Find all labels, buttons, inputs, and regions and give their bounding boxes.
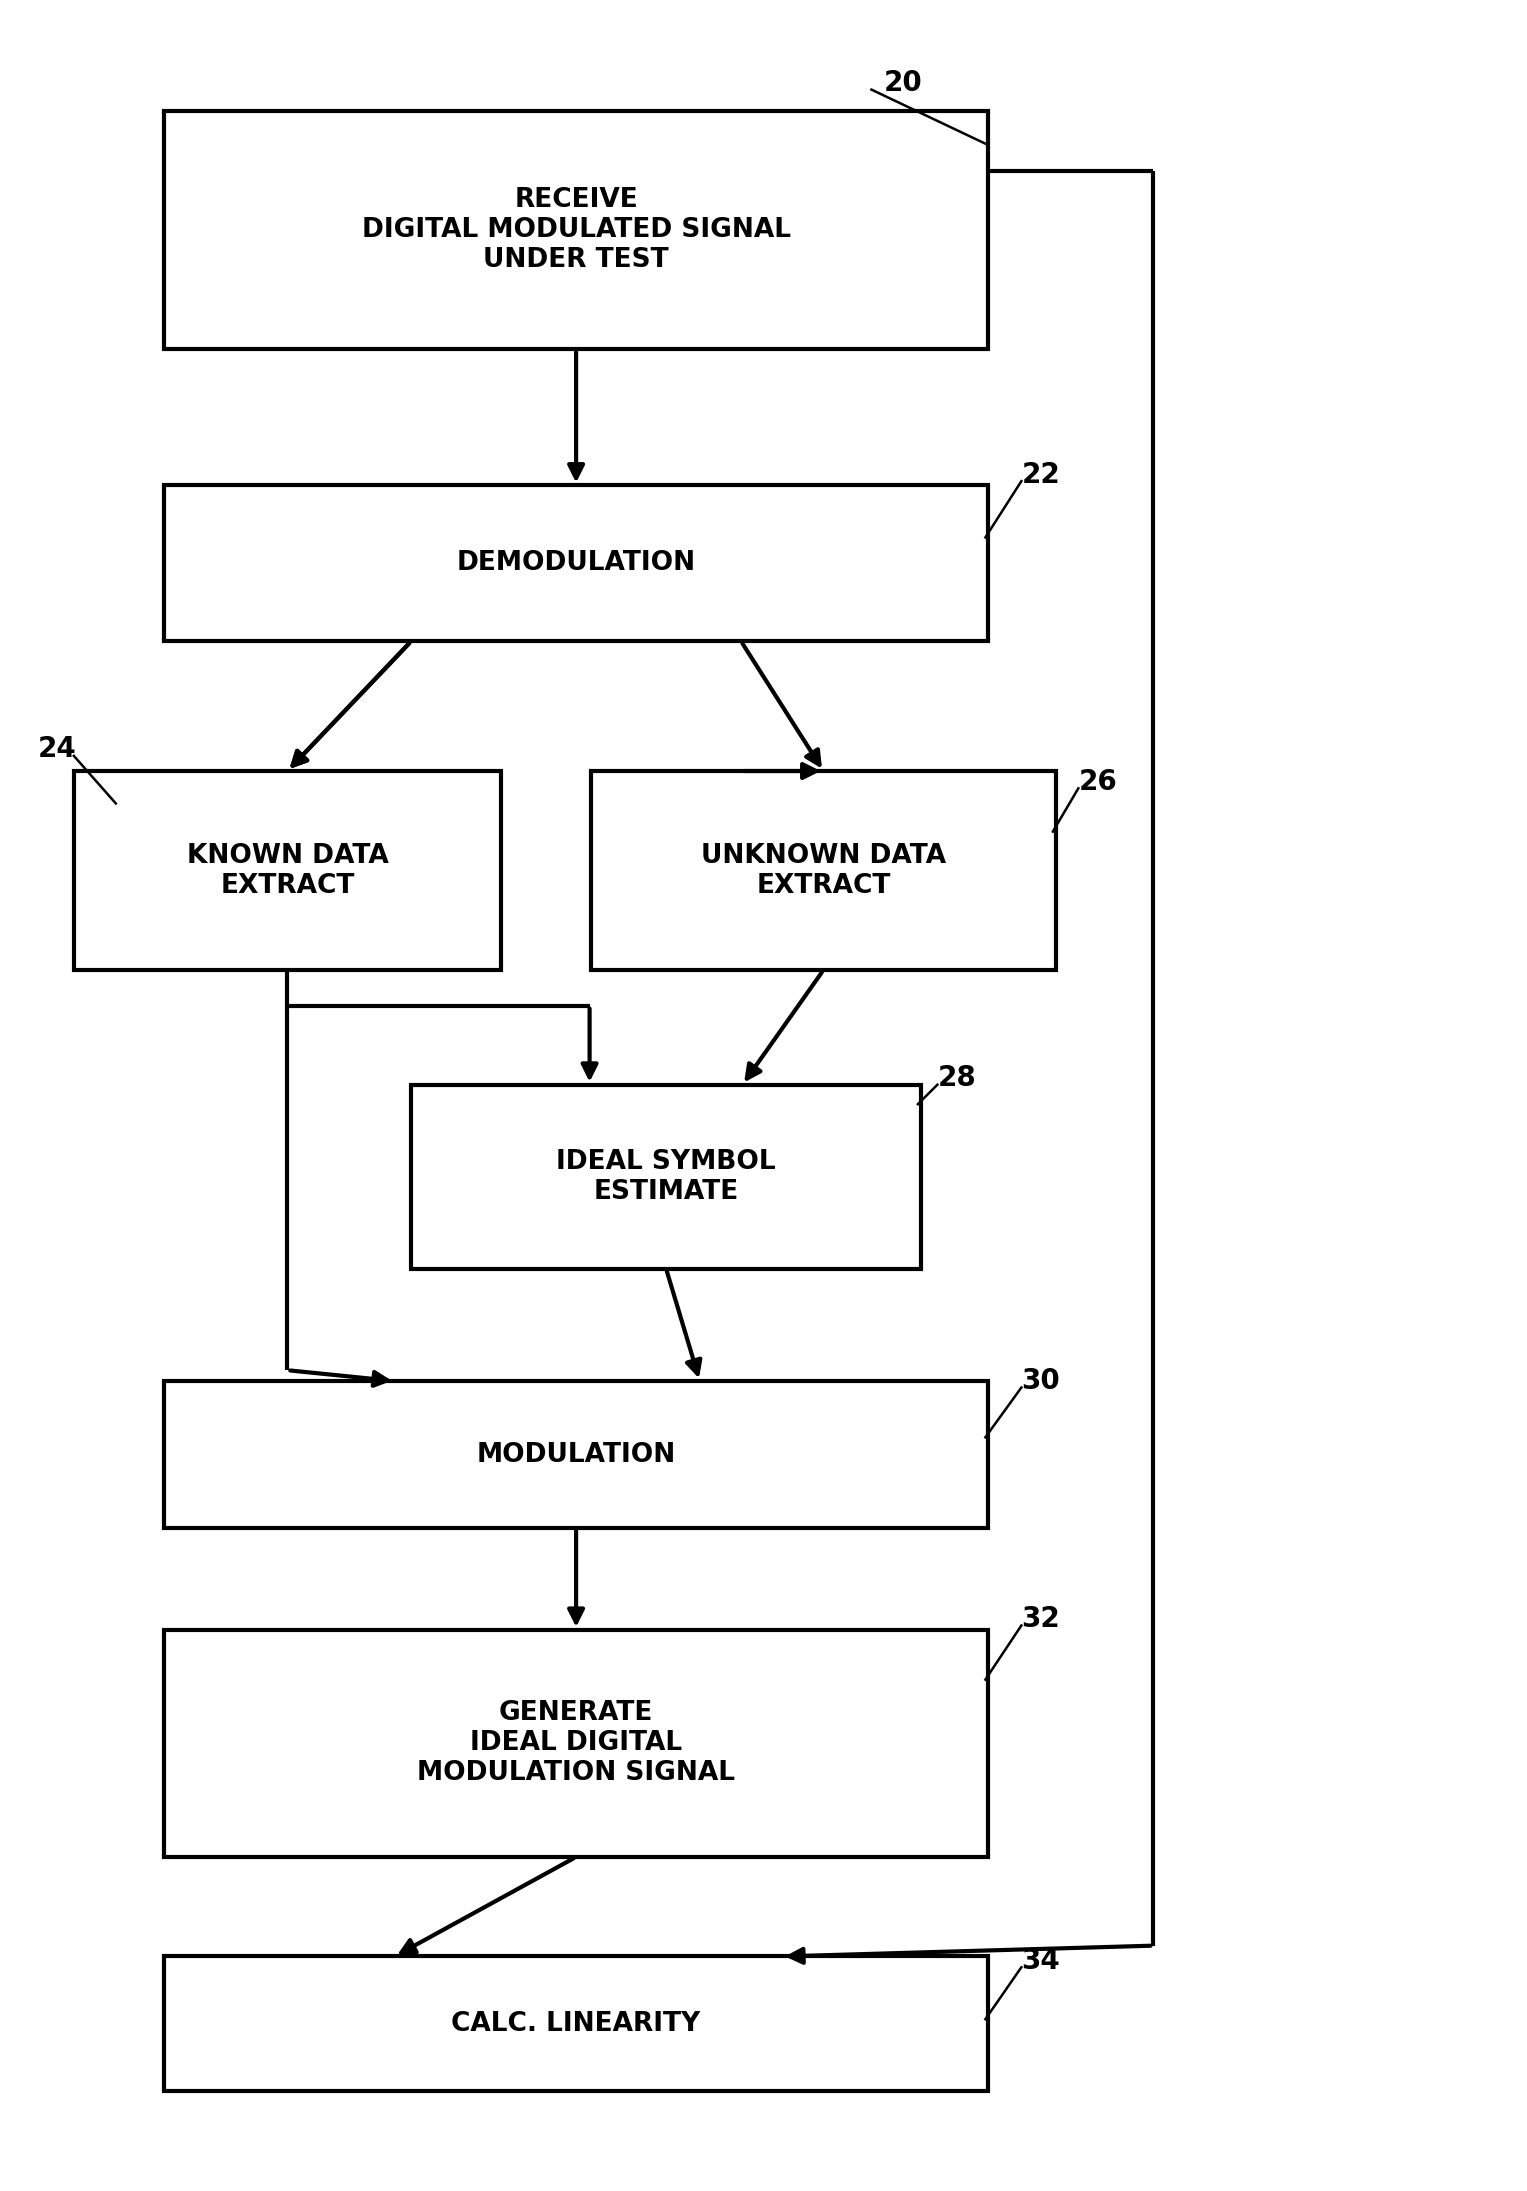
Text: 30: 30 <box>1022 1367 1060 1396</box>
Text: DEMODULATION: DEMODULATION <box>457 550 696 576</box>
FancyBboxPatch shape <box>163 1957 988 2090</box>
FancyBboxPatch shape <box>591 771 1055 971</box>
FancyBboxPatch shape <box>163 112 988 348</box>
Text: 20: 20 <box>884 70 922 96</box>
Text: RECEIVE
DIGITAL MODULATED SIGNAL
UNDER TEST: RECEIVE DIGITAL MODULATED SIGNAL UNDER T… <box>362 186 791 274</box>
Text: 22: 22 <box>1022 460 1060 489</box>
Text: IDEAL SYMBOL
ESTIMATE: IDEAL SYMBOL ESTIMATE <box>556 1148 776 1205</box>
FancyBboxPatch shape <box>163 486 988 642</box>
Text: KNOWN DATA
EXTRACT: KNOWN DATA EXTRACT <box>186 844 388 898</box>
Text: 32: 32 <box>1022 1606 1060 1632</box>
Text: 26: 26 <box>1078 767 1118 795</box>
Text: CALC. LINEARITY: CALC. LINEARITY <box>452 2011 701 2035</box>
Text: 24: 24 <box>38 736 76 762</box>
Text: GENERATE
IDEAL DIGITAL
MODULATION SIGNAL: GENERATE IDEAL DIGITAL MODULATION SIGNAL <box>417 1700 734 1786</box>
Text: UNKNOWN DATA
EXTRACT: UNKNOWN DATA EXTRACT <box>701 844 947 898</box>
FancyBboxPatch shape <box>163 1630 988 1858</box>
FancyBboxPatch shape <box>163 1380 988 1527</box>
FancyBboxPatch shape <box>411 1085 921 1269</box>
Text: 34: 34 <box>1022 1948 1060 1974</box>
Text: 28: 28 <box>938 1065 976 1091</box>
FancyBboxPatch shape <box>73 771 501 971</box>
Text: MODULATION: MODULATION <box>476 1442 676 1468</box>
